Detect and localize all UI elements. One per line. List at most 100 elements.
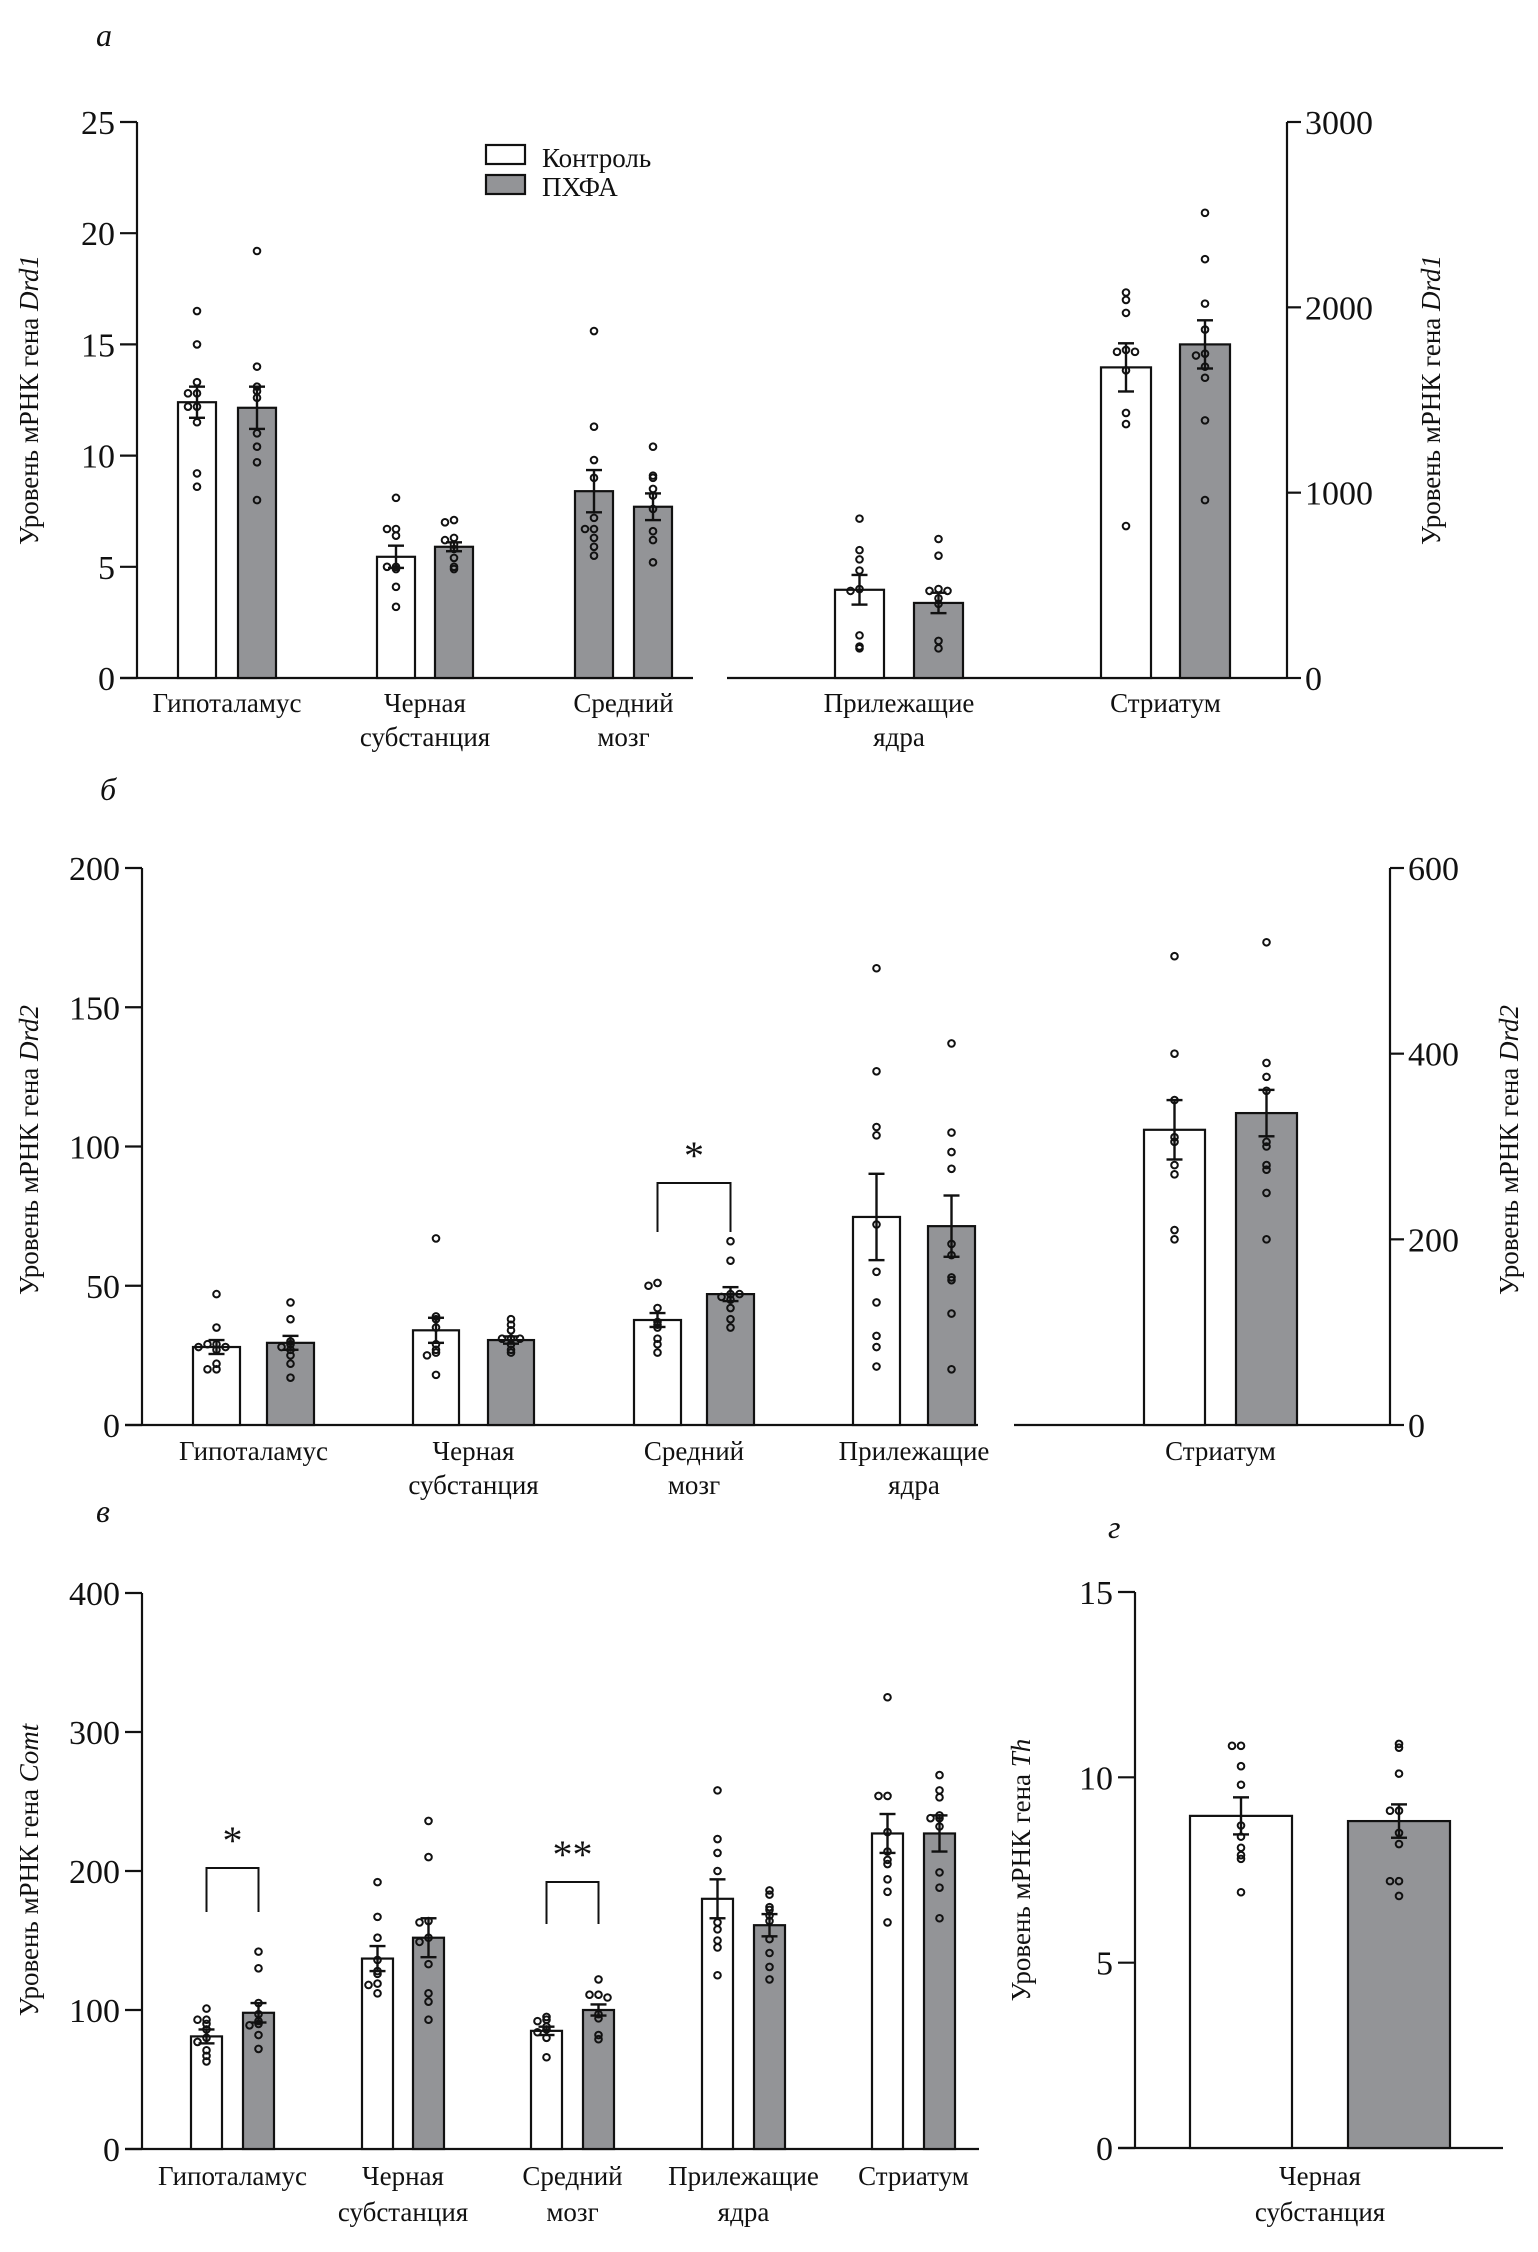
- data-point: [1262, 1137, 1271, 1147]
- data-point: [872, 1331, 881, 1341]
- data-point: [947, 1128, 956, 1137]
- data-point: [506, 1345, 516, 1355]
- data-point: [935, 1770, 944, 1780]
- y-tick-label: 200: [69, 851, 120, 888]
- data-point: [589, 513, 599, 523]
- data-point: [1262, 1072, 1271, 1082]
- data-point: [424, 1959, 433, 1969]
- data-point: [1385, 1806, 1395, 1815]
- data-point: [1394, 1769, 1404, 1778]
- y-tick-label: 0: [103, 2132, 120, 2169]
- y-tick-label: 5: [98, 550, 115, 587]
- category-label: Гипоталамус: [179, 1436, 328, 1466]
- data-point: [883, 1791, 892, 1801]
- data-point: [589, 422, 599, 431]
- category-label: ядра: [888, 1470, 940, 1500]
- category-label: Черная: [384, 688, 466, 718]
- data-point: [644, 1281, 653, 1291]
- bar-pcpa: [1178, 343, 1232, 680]
- bar-control: [375, 555, 417, 680]
- bar-control: [176, 401, 218, 680]
- data-point: [373, 1989, 382, 1998]
- data-point: [872, 1267, 881, 1277]
- data-point: [589, 326, 599, 336]
- y-right-tick-label: 200: [1408, 1222, 1459, 1259]
- data-point: [935, 1868, 944, 1877]
- data-point: [872, 1131, 881, 1140]
- data-point: [648, 535, 658, 545]
- data-point: [212, 1323, 221, 1332]
- category-label: субстанция: [408, 1470, 538, 1500]
- category-label: Черная: [433, 1436, 515, 1466]
- data-point: [449, 553, 459, 563]
- data-point: [424, 1816, 433, 1826]
- data-point: [391, 582, 401, 592]
- data-point: [1200, 495, 1210, 505]
- data-point: [726, 1314, 735, 1324]
- data-point: [1170, 1160, 1179, 1170]
- data-point: [855, 514, 864, 523]
- data-point: [1200, 299, 1210, 308]
- data-point: [1191, 351, 1201, 360]
- data-point: [653, 1339, 662, 1349]
- data-point: [648, 526, 658, 536]
- data-point: [765, 1902, 774, 1912]
- data-point: [382, 524, 392, 534]
- data-point: [1262, 1160, 1271, 1170]
- significance-bracket: [205, 1867, 260, 1912]
- y-tick-label: 25: [81, 105, 115, 142]
- data-point: [589, 524, 599, 534]
- data-point: [440, 518, 450, 527]
- y-tick-label: 15: [81, 327, 115, 364]
- data-point: [422, 1351, 432, 1360]
- data-point: [648, 558, 658, 567]
- y-axis-right-title: Уровень мРНК гена Drd2: [1494, 1005, 1524, 1295]
- data-point: [1121, 288, 1131, 297]
- data-point: [202, 2051, 211, 2061]
- data-point: [373, 1912, 382, 1922]
- data-point: [254, 2030, 263, 2040]
- data-point: [947, 1164, 956, 1174]
- category-label: мозг: [546, 2197, 598, 2227]
- bar-pcpa: [752, 1924, 787, 2151]
- data-point: [286, 1314, 295, 1324]
- data-point: [1170, 1170, 1179, 1179]
- data-point: [364, 1980, 373, 1990]
- data-point: [431, 1345, 441, 1355]
- data-point: [934, 534, 943, 544]
- category-label: субстанция: [338, 2197, 468, 2227]
- data-point: [713, 1786, 722, 1795]
- data-point: [1200, 373, 1210, 383]
- data-point: [589, 542, 599, 552]
- data-point: [580, 524, 590, 534]
- data-point: [252, 442, 262, 452]
- data-point: [935, 1913, 944, 1923]
- data-point: [1121, 308, 1131, 318]
- y-tick-label: 20: [81, 216, 115, 253]
- data-point: [192, 306, 202, 316]
- data-point: [497, 1334, 507, 1343]
- data-point: [585, 1990, 594, 2000]
- data-point: [506, 1320, 516, 1330]
- data-point: [947, 1147, 956, 1157]
- data-point: [1170, 951, 1179, 961]
- data-point: [1236, 1780, 1246, 1790]
- data-point: [1200, 416, 1210, 425]
- data-point: [713, 1925, 722, 1934]
- y-tick-label: 5: [1096, 1946, 1113, 1983]
- data-point: [872, 963, 881, 973]
- data-point: [935, 1883, 944, 1892]
- data-point: [713, 1866, 722, 1876]
- data-point: [1394, 1743, 1404, 1752]
- significance-bracket: [656, 1182, 732, 1232]
- data-point: [1262, 1142, 1271, 1151]
- category-label: Стриатум: [1110, 688, 1221, 718]
- data-point: [183, 389, 193, 398]
- data-point: [1112, 347, 1122, 357]
- data-point: [245, 2020, 254, 2030]
- data-point: [1236, 1850, 1246, 1860]
- category-label: Прилежащие: [668, 2161, 819, 2191]
- y-tick-label: 10: [1079, 1760, 1113, 1797]
- data-point: [424, 2015, 433, 2025]
- data-point: [1170, 1225, 1179, 1235]
